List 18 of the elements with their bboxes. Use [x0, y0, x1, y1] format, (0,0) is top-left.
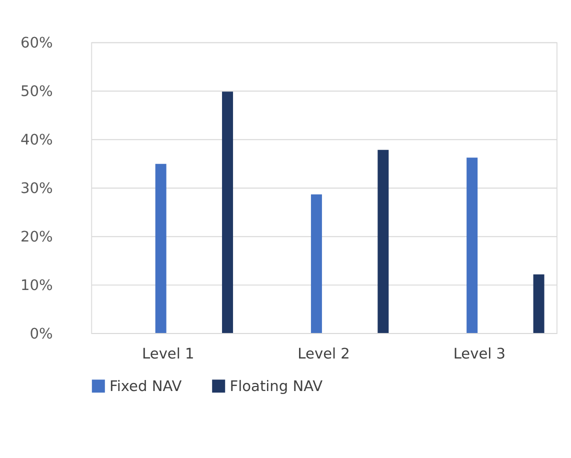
- y-tick-label: 20%: [20, 229, 53, 246]
- bar: [466, 158, 478, 334]
- bar: [378, 150, 389, 334]
- y-tick-label: 40%: [20, 132, 53, 148]
- bar: [533, 274, 544, 334]
- y-tick-label: 50%: [20, 84, 53, 100]
- bar: [155, 164, 166, 334]
- y-tick-label: 0%: [30, 326, 53, 342]
- bar: [222, 92, 234, 334]
- x-tick-label: Level 1: [142, 346, 194, 363]
- legend-label: Floating NAV: [230, 378, 323, 395]
- bar: [310, 194, 322, 334]
- y-tick-label: 60%: [20, 36, 53, 52]
- y-tick-label: 30%: [20, 180, 53, 197]
- x-tick-label: Level 2: [298, 346, 350, 363]
- legend-label: Fixed NAV: [110, 378, 182, 395]
- x-tick-label: Level 3: [453, 346, 506, 363]
- y-tick-label: 10%: [20, 278, 53, 294]
